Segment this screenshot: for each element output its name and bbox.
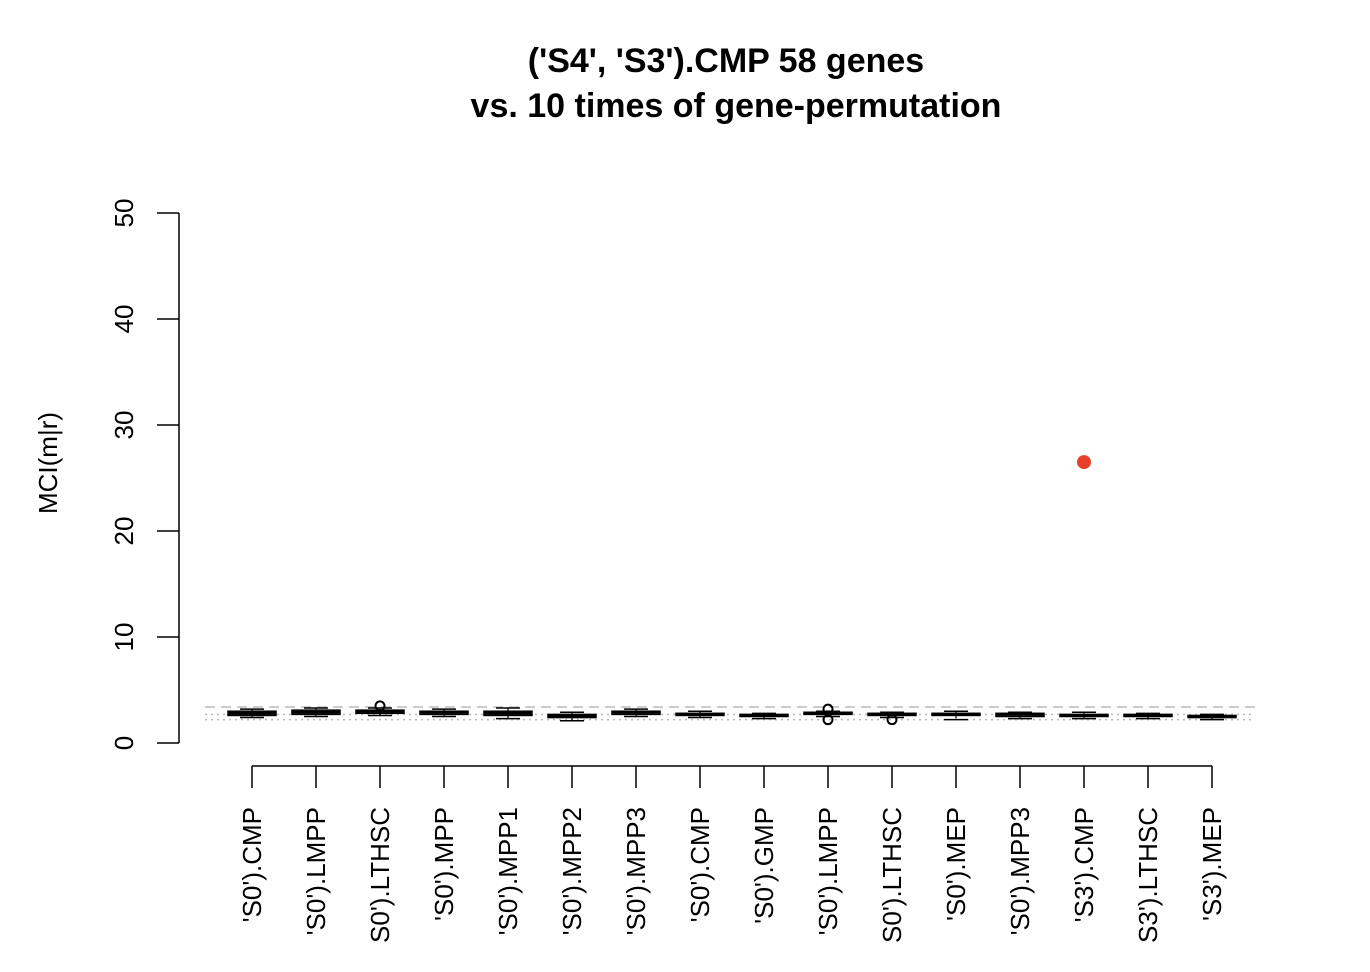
boxplot bbox=[803, 703, 853, 726]
x-tick-label: 'S0').CMP bbox=[685, 807, 715, 922]
boxplot bbox=[675, 710, 725, 719]
x-tick-label: 'S0').MPP2 bbox=[557, 807, 587, 935]
boxplot bbox=[1059, 711, 1109, 720]
y-tick-label: 30 bbox=[109, 411, 139, 440]
y-tick-label: 50 bbox=[109, 199, 139, 228]
boxplot bbox=[291, 707, 341, 718]
x-tick-label: S3').LTHSC bbox=[1133, 807, 1163, 943]
x-tick-label: S0').LTHSC bbox=[365, 807, 395, 943]
y-tick-label: 20 bbox=[109, 517, 139, 546]
y-axis: 0 10 20 30 40 50 bbox=[109, 199, 180, 750]
y-tick-label: 10 bbox=[109, 623, 139, 652]
outlier-point bbox=[822, 703, 834, 715]
highlight-layer bbox=[1077, 455, 1091, 470]
boxplot bbox=[931, 710, 981, 721]
x-tick-label: 'S0').MEP bbox=[941, 807, 971, 921]
y-axis-label: MCI(m|r) bbox=[33, 412, 63, 514]
boxplot bbox=[227, 708, 277, 719]
chart-title: ('S4', 'S3').CMP 58 genes bbox=[528, 42, 924, 80]
boxplot bbox=[995, 711, 1045, 720]
boxplots bbox=[227, 700, 1237, 726]
x-tick-label: 'S0').LMPP bbox=[301, 807, 331, 935]
outlier-point bbox=[822, 714, 834, 726]
boxplot bbox=[355, 700, 405, 717]
boxplot bbox=[867, 711, 917, 726]
x-tick-label: 'S0').MPP3 bbox=[1005, 807, 1035, 935]
boxplot bbox=[739, 712, 789, 720]
x-tick-label: 'S0').CMP bbox=[237, 807, 267, 922]
boxplot bbox=[547, 711, 597, 722]
x-tick-label: 'S3').CMP bbox=[1069, 807, 1099, 922]
x-tick-label: 'S0').MPP1 bbox=[493, 807, 523, 935]
y-tick-label: 0 bbox=[109, 736, 139, 750]
x-tick-label: S0').LTHSC bbox=[877, 807, 907, 943]
boxplot bbox=[483, 707, 533, 720]
x-tick-label: 'S0').MPP3 bbox=[621, 807, 651, 935]
x-axis: 'S0').CMP 'S0').LMPP S0').LTHSC 'S0').MPP 'S… bbox=[237, 765, 1227, 943]
boxplot bbox=[1187, 713, 1237, 721]
x-tick-label: 'S0').GMP bbox=[749, 807, 779, 924]
outlier-point bbox=[886, 714, 898, 726]
x-tick-label: 'S0').LMPP bbox=[813, 807, 843, 935]
boxplot bbox=[419, 708, 469, 718]
outlier-point bbox=[374, 700, 386, 712]
y-tick-label: 40 bbox=[109, 305, 139, 334]
x-tick-label: 'S0').MPP bbox=[429, 807, 459, 921]
chart-subtitle: vs. 10 times of gene-permutation bbox=[471, 87, 1002, 125]
boxplot bbox=[611, 708, 661, 718]
highlight-point bbox=[1077, 455, 1091, 470]
x-tick-label: 'S3').MEP bbox=[1197, 807, 1227, 921]
boxplot bbox=[1123, 712, 1173, 720]
